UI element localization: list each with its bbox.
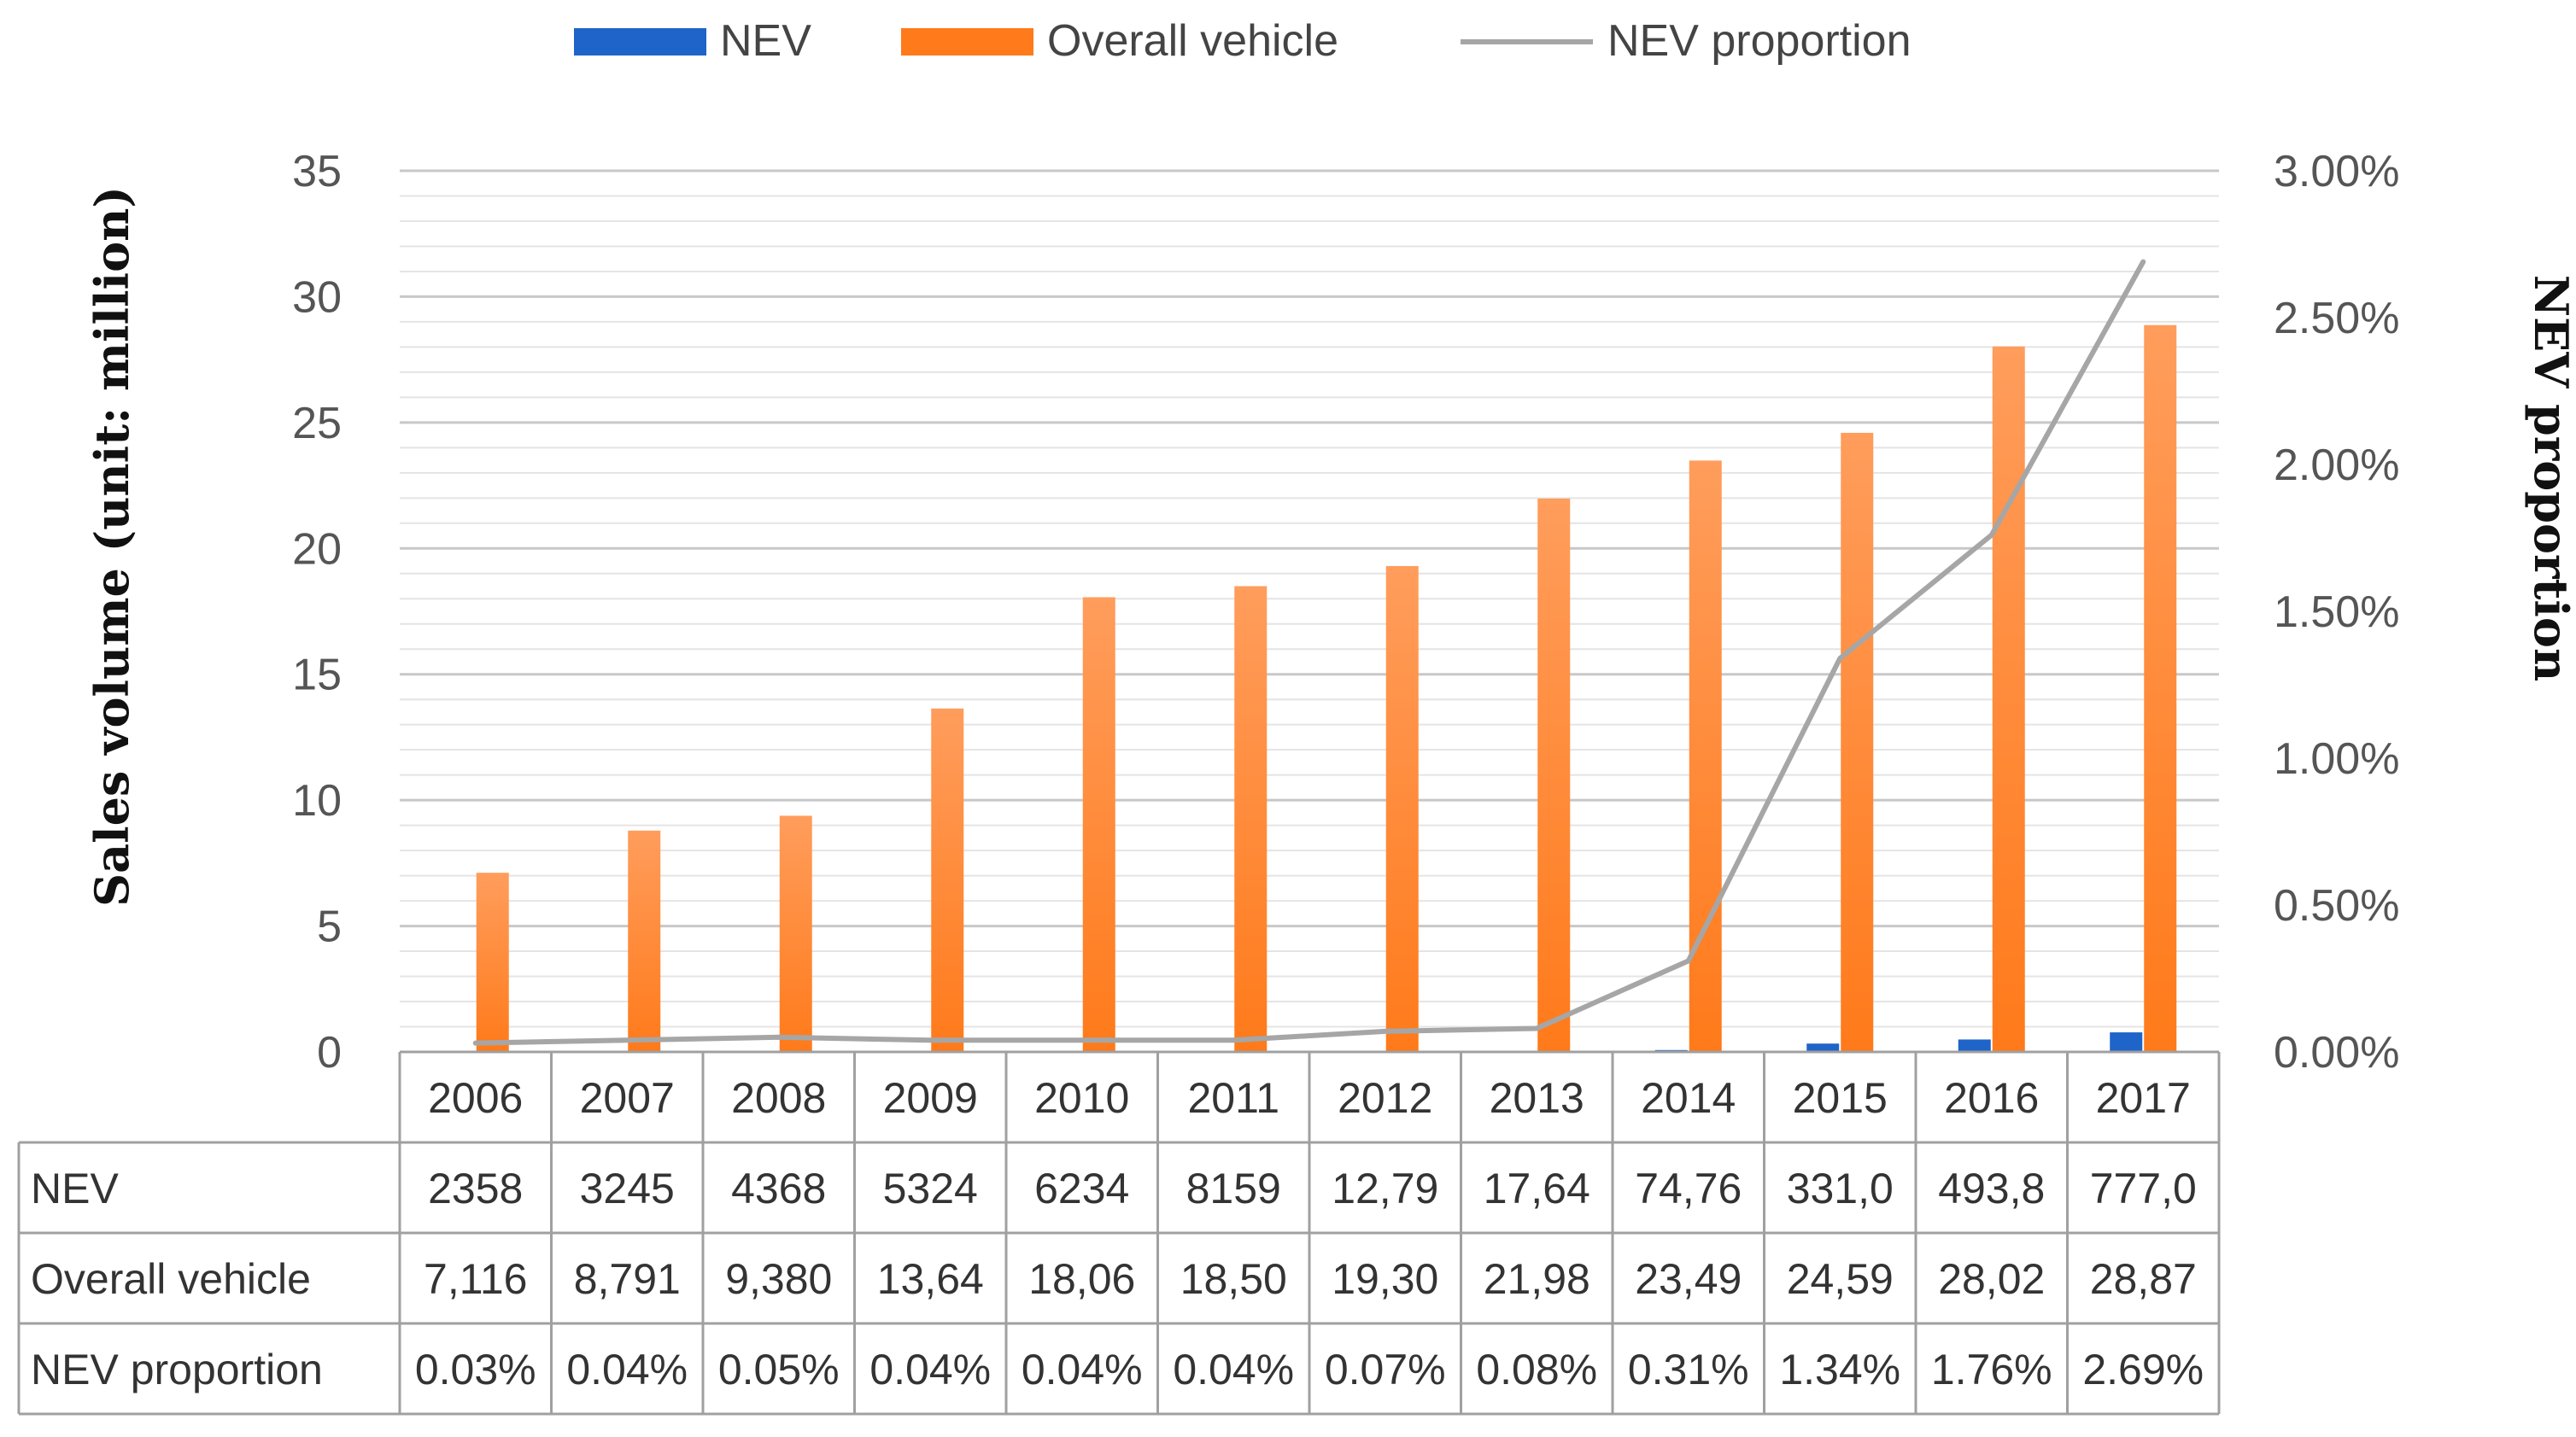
table-cell: 0.31% bbox=[1628, 1346, 1749, 1393]
bar-overall-vehicle bbox=[1841, 433, 1873, 1052]
table-cell: 5324 bbox=[883, 1165, 978, 1212]
category-label: 2016 bbox=[1944, 1074, 2039, 1122]
bar-overall-vehicle bbox=[1386, 566, 1419, 1052]
bars bbox=[442, 325, 2177, 1052]
table-cell: 0.07% bbox=[1325, 1346, 1446, 1393]
table-cell: 0.04% bbox=[869, 1346, 991, 1393]
table-cell: 12,79 bbox=[1332, 1165, 1438, 1212]
table-cell: 18,06 bbox=[1028, 1255, 1135, 1303]
category-label: 2006 bbox=[428, 1074, 523, 1122]
category-label: 2014 bbox=[1641, 1074, 1736, 1122]
category-label: 2013 bbox=[1490, 1074, 1584, 1122]
bar-overall-vehicle bbox=[1083, 597, 1115, 1052]
left-tick-label: 20 bbox=[292, 524, 342, 574]
table-cell: 8,791 bbox=[574, 1255, 681, 1303]
table-cell: 28,02 bbox=[1938, 1255, 2045, 1303]
bar-overall-vehicle bbox=[1234, 587, 1267, 1052]
right-tick-label: 2.50% bbox=[2274, 294, 2399, 343]
table-cell: 18,50 bbox=[1180, 1255, 1287, 1303]
category-label: 2011 bbox=[1187, 1074, 1279, 1122]
legend-swatch-nev bbox=[574, 28, 706, 55]
category-label: 2012 bbox=[1338, 1074, 1432, 1122]
category-label: 2009 bbox=[883, 1074, 978, 1122]
category-label: 2007 bbox=[580, 1074, 675, 1122]
left-tick-label: 35 bbox=[292, 147, 342, 196]
right-tick-label: 3.00% bbox=[2274, 147, 2399, 196]
table-cell: 21,98 bbox=[1484, 1255, 1590, 1303]
table-row-label: Overall vehicle bbox=[31, 1255, 311, 1303]
left-tick-label: 15 bbox=[292, 651, 342, 700]
table-cell: 3245 bbox=[580, 1165, 675, 1212]
left-tick-label: 30 bbox=[292, 272, 342, 322]
bar-overall-vehicle bbox=[477, 873, 509, 1052]
table-cell: 13,64 bbox=[877, 1255, 984, 1303]
table-cell: 74,76 bbox=[1635, 1165, 1742, 1212]
table-cell: 4368 bbox=[731, 1165, 826, 1212]
left-tick-label: 5 bbox=[317, 903, 342, 952]
legend-label-nev: NEV bbox=[720, 16, 811, 66]
category-label: 2008 bbox=[731, 1074, 826, 1122]
bar-overall-vehicle bbox=[931, 709, 963, 1052]
axes: Sales volume (unit: million) NEV proport… bbox=[85, 147, 2576, 1078]
table-row-label: NEV bbox=[31, 1165, 119, 1212]
table-cell: 777,0 bbox=[2090, 1165, 2197, 1212]
right-tick-label: 0.50% bbox=[2274, 881, 2399, 931]
legend-label-proportion: NEV proportion bbox=[1607, 16, 1912, 66]
table-cell: 1.34% bbox=[1779, 1346, 1900, 1393]
table-cell: 493,8 bbox=[1938, 1165, 2045, 1212]
category-label: 2010 bbox=[1034, 1074, 1129, 1122]
table-cell: 1.76% bbox=[1931, 1346, 2052, 1393]
legend-label-overall: Overall vehicle bbox=[1047, 16, 1338, 66]
right-axis-title: NEV proportion bbox=[2524, 275, 2576, 681]
bar-nev bbox=[2110, 1032, 2142, 1052]
table-cell: 8159 bbox=[1186, 1165, 1281, 1212]
table-cell: 23,49 bbox=[1635, 1255, 1742, 1303]
table-cell: 0.04% bbox=[1173, 1346, 1294, 1393]
left-tick-label: 0 bbox=[317, 1028, 342, 1078]
bar-nev bbox=[1958, 1039, 1991, 1052]
table-cell: 0.08% bbox=[1476, 1346, 1597, 1393]
right-tick-label: 2.00% bbox=[2274, 441, 2399, 490]
right-tick-label: 0.00% bbox=[2274, 1028, 2399, 1078]
table-cell: 9,380 bbox=[725, 1255, 832, 1303]
table-row-label: NEV proportion bbox=[31, 1346, 323, 1393]
bar-overall-vehicle bbox=[1689, 460, 1722, 1052]
bar-overall-vehicle bbox=[1537, 499, 1570, 1052]
category-label: 2017 bbox=[2096, 1074, 2191, 1122]
legend: NEV Overall vehicle NEV proportion bbox=[574, 16, 1912, 66]
table-cell: 2.69% bbox=[2082, 1346, 2204, 1393]
table-cell: 19,30 bbox=[1332, 1255, 1438, 1303]
data-table: 2006 2007 2008 2009 2010 2011 2012 2013 2014 2015… bbox=[19, 1052, 2219, 1414]
table-cell: 0.04% bbox=[566, 1346, 688, 1393]
table-cell: 331,0 bbox=[1787, 1165, 1894, 1212]
left-axis-title: Sales volume (unit: million) bbox=[85, 186, 139, 907]
right-tick-label: 1.00% bbox=[2274, 734, 2399, 784]
legend-swatch-overall bbox=[901, 28, 1033, 55]
table-cell: 2358 bbox=[428, 1165, 523, 1212]
table-cell: 0.05% bbox=[718, 1346, 840, 1393]
table-cell: 7,116 bbox=[424, 1255, 527, 1303]
bar-overall-vehicle bbox=[1993, 347, 2025, 1052]
left-tick-label: 10 bbox=[292, 776, 342, 826]
bar-overall-vehicle bbox=[2144, 325, 2176, 1052]
table-cell: 17,64 bbox=[1484, 1165, 1590, 1212]
category-label: 2015 bbox=[1793, 1074, 1888, 1122]
table-cell: 6234 bbox=[1034, 1165, 1129, 1212]
table-cell: 24,59 bbox=[1787, 1255, 1894, 1303]
left-tick-label: 25 bbox=[292, 399, 342, 448]
bar-overall-vehicle bbox=[780, 815, 812, 1052]
table-cell: 28,87 bbox=[2090, 1255, 2197, 1303]
table-cell: 0.03% bbox=[415, 1346, 536, 1393]
bar-overall-vehicle bbox=[628, 831, 660, 1052]
gridlines bbox=[400, 171, 2219, 1027]
right-tick-label: 1.50% bbox=[2274, 587, 2399, 637]
table-cell: 0.04% bbox=[1022, 1346, 1143, 1393]
